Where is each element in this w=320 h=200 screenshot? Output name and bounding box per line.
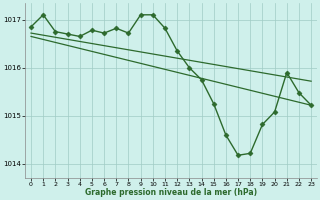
X-axis label: Graphe pression niveau de la mer (hPa): Graphe pression niveau de la mer (hPa): [85, 188, 257, 197]
